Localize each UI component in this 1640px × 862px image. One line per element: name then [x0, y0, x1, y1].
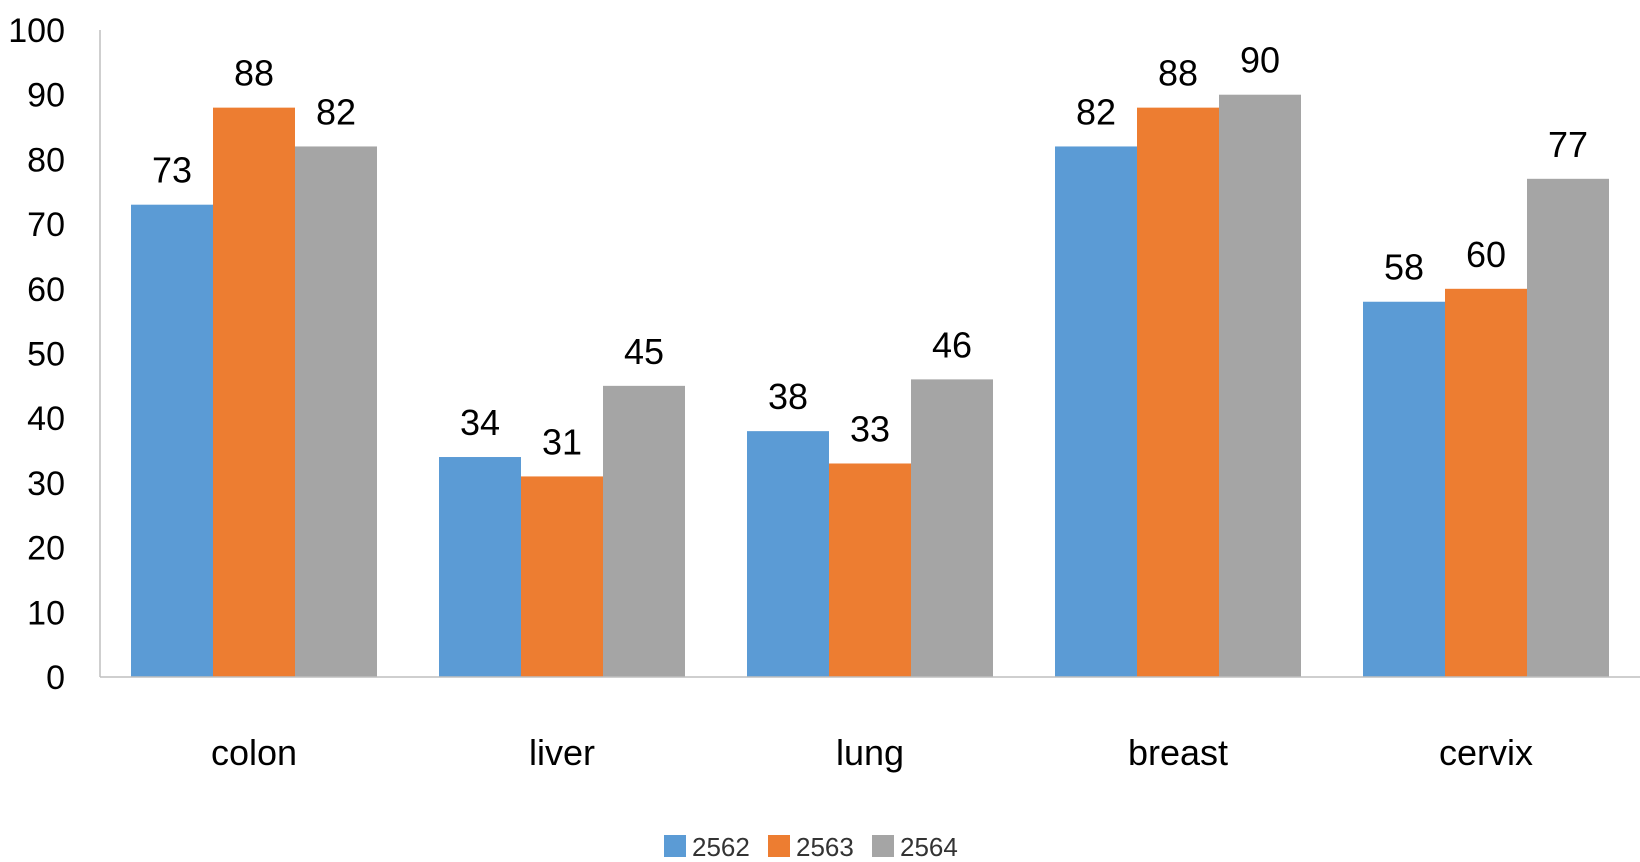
legend-swatch — [768, 835, 790, 857]
legend-swatch — [872, 835, 894, 857]
x-tick-label: lung — [836, 732, 904, 773]
x-tick-label: liver — [529, 732, 595, 773]
bars — [131, 94, 1609, 677]
x-tick-label: breast — [1128, 732, 1228, 773]
bar — [1055, 146, 1137, 677]
data-label: 90 — [1240, 40, 1280, 81]
y-axis: 0 10 20 30 40 50 60 70 80 90 100 — [8, 12, 101, 697]
bar — [131, 204, 213, 677]
data-labels: 73 88 82 34 31 45 38 33 46 82 88 90 58 60 77 — [152, 40, 1588, 463]
bar — [829, 463, 911, 677]
bar — [747, 431, 829, 677]
data-label: 82 — [1076, 91, 1116, 132]
legend-label: 2563 — [796, 832, 854, 862]
bar — [1363, 301, 1445, 677]
legend: 2562 2563 2564 — [664, 832, 958, 862]
bar — [1445, 288, 1527, 677]
data-label: 31 — [542, 421, 582, 462]
y-tick-label: 10 — [27, 594, 65, 632]
data-label: 46 — [932, 324, 972, 365]
y-tick-label: 0 — [46, 659, 65, 697]
y-tick-label: 80 — [27, 141, 65, 179]
bar — [1527, 178, 1609, 677]
y-tick-label: 50 — [27, 336, 65, 374]
x-tick-label: colon — [211, 732, 297, 773]
data-label: 73 — [152, 150, 192, 191]
y-tick-label: 70 — [27, 206, 65, 244]
data-label: 58 — [1384, 247, 1424, 288]
data-label: 88 — [1158, 53, 1198, 94]
bar — [295, 146, 377, 677]
y-tick-label: 60 — [27, 271, 65, 309]
legend-label: 2562 — [692, 832, 750, 862]
data-label: 34 — [460, 402, 500, 443]
data-label: 45 — [624, 331, 664, 372]
data-label: 38 — [768, 376, 808, 417]
data-label: 88 — [234, 53, 274, 94]
x-tick-label: cervix — [1439, 732, 1533, 773]
bar — [521, 476, 603, 677]
legend-label: 2564 — [900, 832, 958, 862]
y-tick-label: 100 — [8, 12, 65, 50]
data-label: 60 — [1466, 234, 1506, 275]
bar — [1219, 94, 1301, 677]
bar — [911, 379, 993, 677]
legend-swatch — [664, 835, 686, 857]
y-tick-label: 40 — [27, 400, 65, 438]
y-tick-label: 20 — [27, 530, 65, 568]
y-tick-label: 90 — [27, 77, 65, 115]
bar — [603, 385, 685, 677]
bar — [439, 457, 521, 677]
bar — [213, 107, 295, 677]
x-axis: colon liver lung breast cervix — [100, 676, 1640, 773]
data-label: 33 — [850, 408, 890, 449]
data-label: 82 — [316, 91, 356, 132]
bar — [1137, 107, 1219, 677]
y-tick-label: 30 — [27, 465, 65, 503]
data-label: 77 — [1548, 124, 1588, 165]
